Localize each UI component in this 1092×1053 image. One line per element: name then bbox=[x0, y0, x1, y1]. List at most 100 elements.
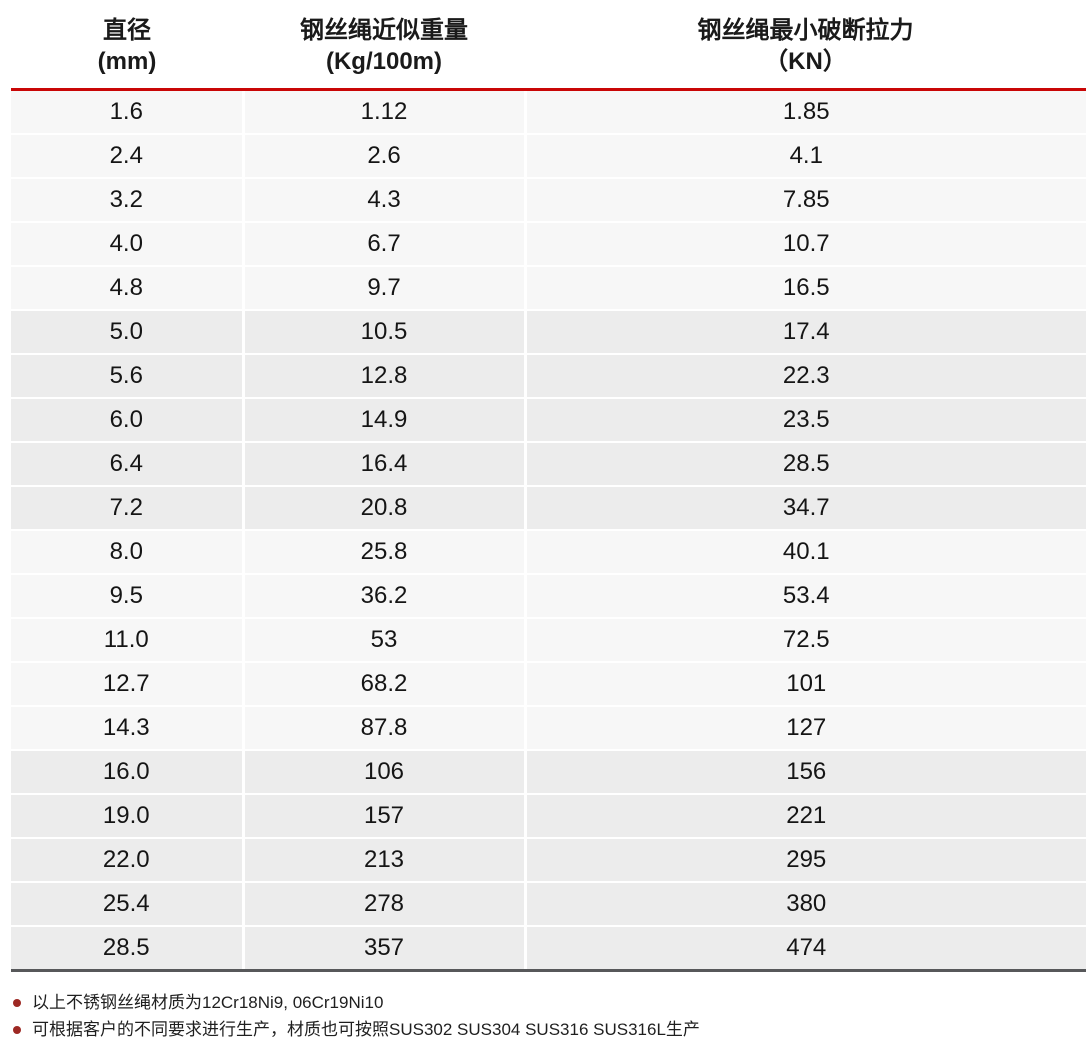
table-cell: 11.0 bbox=[11, 618, 245, 663]
table-cell: 36.2 bbox=[243, 574, 527, 619]
table-row: 5.0 10.5 17.4 bbox=[11, 310, 1086, 355]
table-cell: 5.0 bbox=[11, 310, 245, 355]
table-body: 1.6 1.12 1.85 2.4 2.6 4.1 3.2 4.3 7.85 4.0 6.7 10.7… bbox=[11, 89, 1086, 972]
table-row: 7.2 20.8 34.7 bbox=[11, 486, 1086, 531]
table-row: 22.0 213 295 bbox=[11, 838, 1086, 883]
table-cell: 5.6 bbox=[11, 354, 245, 399]
table-row: 11.0 53 72.5 bbox=[11, 618, 1086, 663]
table-cell: 8.0 bbox=[11, 530, 245, 575]
table-cell: 23.5 bbox=[525, 398, 1086, 443]
table-cell: 2.6 bbox=[243, 134, 527, 179]
table-cell: 474 bbox=[525, 926, 1086, 972]
table-cell: 14.3 bbox=[11, 706, 245, 751]
footnote-custom-production: 可根据客户的不同要求进行生产，材质也可按照SUS302 SUS304 SUS31… bbox=[13, 1016, 1092, 1043]
table-row: 4.8 9.7 16.5 bbox=[11, 266, 1086, 311]
table-row: 28.5 357 474 bbox=[11, 926, 1086, 972]
table-row: 3.2 4.3 7.85 bbox=[11, 178, 1086, 223]
table-cell: 7.2 bbox=[11, 486, 245, 531]
bullet-icon bbox=[13, 998, 21, 1007]
column-header-diameter: 直径 (mm) bbox=[11, 14, 243, 91]
footnote-material: 以上不锈钢丝绳材质为12Cr18Ni9, 06Cr19Ni10 bbox=[13, 989, 1092, 1016]
table-cell: 34.7 bbox=[525, 486, 1086, 531]
table-cell: 221 bbox=[525, 794, 1086, 839]
table-cell: 22.0 bbox=[11, 838, 245, 883]
table-cell: 2.4 bbox=[11, 134, 245, 179]
table-cell: 16.0 bbox=[11, 750, 245, 795]
bullet-icon bbox=[13, 1025, 21, 1034]
table-cell: 53 bbox=[243, 618, 527, 663]
table-cell: 4.3 bbox=[243, 178, 527, 223]
table-cell: 22.3 bbox=[525, 354, 1086, 399]
table-cell: 72.5 bbox=[525, 618, 1086, 663]
table-cell: 4.1 bbox=[525, 134, 1086, 179]
table-cell: 16.4 bbox=[243, 442, 527, 487]
column-title: 钢丝绳最小破断拉力 bbox=[697, 17, 914, 44]
table-cell: 19.0 bbox=[11, 794, 245, 839]
table-row: 16.0 106 156 bbox=[11, 750, 1086, 795]
table-cell: 14.9 bbox=[243, 398, 527, 443]
column-title: 直径 bbox=[103, 17, 151, 44]
table-row: 5.6 12.8 22.3 bbox=[11, 354, 1086, 399]
column-header-approx-weight: 钢丝绳近似重量 (Kg/100m) bbox=[243, 14, 525, 91]
table-cell: 28.5 bbox=[11, 926, 245, 972]
table-row: 14.3 87.8 127 bbox=[11, 706, 1086, 751]
table-cell: 1.12 bbox=[243, 89, 527, 135]
table-cell: 6.4 bbox=[11, 442, 245, 487]
table-cell: 7.85 bbox=[525, 178, 1086, 223]
table-cell: 213 bbox=[243, 838, 527, 883]
table-row: 6.0 14.9 23.5 bbox=[11, 398, 1086, 443]
column-header-min-breaking-force: 钢丝绳最小破断拉力 （KN） bbox=[525, 14, 1086, 91]
table-cell: 9.5 bbox=[11, 574, 245, 619]
table-cell: 53.4 bbox=[525, 574, 1086, 619]
table-cell: 106 bbox=[243, 750, 527, 795]
table-cell: 28.5 bbox=[525, 442, 1086, 487]
column-unit: (Kg/100m) bbox=[325, 48, 443, 75]
table-cell: 87.8 bbox=[243, 706, 527, 751]
table-row: 12.7 68.2 101 bbox=[11, 662, 1086, 707]
table-cell: 380 bbox=[525, 882, 1086, 927]
table-cell: 25.8 bbox=[243, 530, 527, 575]
table-cell: 357 bbox=[243, 926, 527, 972]
table-cell: 12.8 bbox=[243, 354, 527, 399]
table-cell: 101 bbox=[525, 662, 1086, 707]
table-cell: 156 bbox=[525, 750, 1086, 795]
footnote-text: 以上不锈钢丝绳材质为12Cr18Ni9, 06Cr19Ni10 bbox=[32, 993, 384, 1012]
table-cell: 25.4 bbox=[11, 882, 245, 927]
footnote-text: 可根据客户的不同要求进行生产，材质也可按照SUS302 SUS304 SUS31… bbox=[32, 1020, 700, 1039]
table-cell: 10.5 bbox=[243, 310, 527, 355]
table-cell: 295 bbox=[525, 838, 1086, 883]
table-cell: 9.7 bbox=[243, 266, 527, 311]
table-row: 4.0 6.7 10.7 bbox=[11, 222, 1086, 267]
table-cell: 20.8 bbox=[243, 486, 527, 531]
table-cell: 16.5 bbox=[525, 266, 1086, 311]
table-cell: 17.4 bbox=[525, 310, 1086, 355]
table-cell: 127 bbox=[525, 706, 1086, 751]
column-title: 钢丝绳近似重量 bbox=[300, 17, 468, 44]
footnotes: 以上不锈钢丝绳材质为12Cr18Ni9, 06Cr19Ni10 可根据客户的不同… bbox=[13, 989, 1092, 1043]
table-cell: 4.8 bbox=[11, 266, 245, 311]
table-cell: 3.2 bbox=[11, 178, 245, 223]
table-row: 2.4 2.6 4.1 bbox=[11, 134, 1086, 179]
table-cell: 4.0 bbox=[11, 222, 245, 267]
table-cell: 6.0 bbox=[11, 398, 245, 443]
table-row: 6.4 16.4 28.5 bbox=[11, 442, 1086, 487]
table-cell: 157 bbox=[243, 794, 527, 839]
table-cell: 40.1 bbox=[525, 530, 1086, 575]
table-cell: 1.6 bbox=[11, 89, 245, 135]
table-row: 25.4 278 380 bbox=[11, 882, 1086, 927]
table-row: 8.0 25.8 40.1 bbox=[11, 530, 1086, 575]
table-cell: 68.2 bbox=[243, 662, 527, 707]
table-row: 9.5 36.2 53.4 bbox=[11, 574, 1086, 619]
table-header-row: 直径 (mm) 钢丝绳近似重量 (Kg/100m) 钢丝绳最小破断拉力 （KN） bbox=[11, 14, 1086, 91]
table-cell: 12.7 bbox=[11, 662, 245, 707]
column-unit: (mm) bbox=[97, 48, 157, 75]
table-row: 19.0 157 221 bbox=[11, 794, 1086, 839]
table-cell: 6.7 bbox=[243, 222, 527, 267]
table-row: 1.6 1.12 1.85 bbox=[11, 89, 1086, 135]
table-cell: 278 bbox=[243, 882, 527, 927]
wire-rope-spec-table: 直径 (mm) 钢丝绳近似重量 (Kg/100m) 钢丝绳最小破断拉力 （KN）… bbox=[11, 14, 1086, 972]
table-cell: 1.85 bbox=[525, 89, 1086, 135]
column-unit: （KN） bbox=[764, 48, 847, 75]
table-cell: 10.7 bbox=[525, 222, 1086, 267]
